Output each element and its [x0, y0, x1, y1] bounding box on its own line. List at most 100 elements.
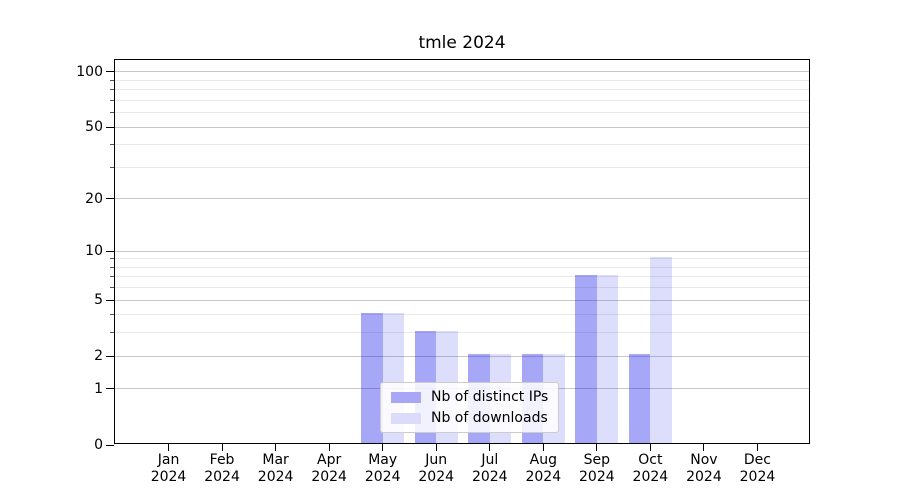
x-tick-label-nov: Nov 2024 [668, 452, 740, 486]
bar-nb-of-distinct-ips-sep [575, 274, 597, 443]
minor-gridline-80 [115, 89, 809, 91]
x-tick-label-sep: Sep 2024 [561, 452, 633, 486]
y-tick-label-20: 20 [85, 190, 103, 207]
y-tick-label-100: 100 [76, 63, 103, 80]
y-tick-20 [106, 198, 114, 200]
year-label: 2024 [632, 469, 669, 485]
x-tick-dec [756, 444, 758, 451]
legend-swatch-distinct-ips [391, 391, 421, 403]
y-tick-1 [106, 388, 114, 390]
y-minor-tick-90 [110, 79, 114, 81]
legend-swatch-downloads [391, 412, 421, 424]
x-tick-label-mar: Mar 2024 [240, 452, 312, 486]
year-label: 2024 [471, 469, 508, 485]
x-tick-feb [221, 444, 223, 451]
y-tick-label-1: 1 [94, 380, 103, 397]
year-label: 2024 [418, 469, 455, 485]
year-label: 2024 [364, 469, 401, 485]
minor-gridline-40 [115, 144, 809, 146]
x-tick-label-dec: Dec 2024 [721, 452, 793, 486]
y-tick-0 [106, 444, 114, 446]
x-tick-mar [275, 444, 277, 451]
year-label: 2024 [311, 469, 347, 485]
year-label: 2024 [525, 469, 562, 485]
bar-nb-of-distinct-ips-may [361, 312, 383, 443]
month-label: Jan [157, 452, 180, 468]
year-label: 2024 [686, 469, 722, 485]
y-tick-10 [106, 250, 114, 252]
month-label: Aug [529, 452, 557, 468]
legend-label-downloads: Nb of downloads [431, 410, 548, 426]
gridline-20 [115, 198, 809, 200]
minor-gridline-9 [115, 258, 809, 260]
month-label: May [368, 452, 398, 468]
y-minor-tick-6 [110, 287, 114, 289]
x-tick-label-apr: Apr 2024 [293, 452, 365, 486]
month-label: Jul [481, 452, 499, 468]
legend: Nb of distinct IPs Nb of downloads [380, 382, 560, 433]
y-tick-label-50: 50 [85, 119, 103, 136]
legend-label-distinct-ips: Nb of distinct IPs [431, 389, 549, 405]
year-label: 2024 [579, 469, 615, 485]
x-tick-label-jun: Jun 2024 [400, 452, 472, 486]
x-tick-aug [542, 444, 544, 451]
x-tick-label-feb: Feb 2024 [186, 452, 258, 486]
x-tick-label-jul: Jul 2024 [454, 452, 526, 486]
y-tick-label-10: 10 [85, 243, 103, 260]
plot-area: 0 1 2 5 10 20 50 100 Jan 2024 Feb 2024 Mar 2024 Apr 20… [76, 59, 810, 485]
y-tick-2 [106, 355, 114, 357]
y-minor-tick-70 [110, 99, 114, 101]
month-label: Sep [583, 452, 611, 468]
x-tick-may [382, 444, 384, 451]
y-minor-tick-9 [110, 258, 114, 260]
minor-gridline-90 [115, 79, 809, 81]
x-tick-label-jan: Jan 2024 [133, 452, 205, 486]
gridline-50 [115, 126, 809, 128]
month-label: Apr [317, 452, 342, 468]
year-label: 2024 [204, 469, 240, 485]
month-label: Jun [425, 452, 448, 468]
y-minor-tick-8 [110, 266, 114, 268]
minor-gridline-60 [115, 112, 809, 114]
x-tick-sep [596, 444, 598, 451]
year-label: 2024 [150, 469, 187, 485]
x-tick-nov [703, 444, 705, 451]
y-tick-100 [106, 71, 114, 73]
x-tick-apr [328, 444, 330, 451]
y-minor-tick-60 [110, 112, 114, 114]
y-minor-tick-3 [110, 332, 114, 334]
y-minor-tick-4 [110, 314, 114, 316]
chart-title: tmle 2024 [418, 33, 506, 53]
legend-item-distinct-ips: Nb of distinct IPs [391, 389, 548, 405]
minor-gridline-3 [115, 332, 809, 334]
bar-nb-of-distinct-ips-oct [628, 354, 651, 443]
minor-gridline-6 [115, 287, 809, 289]
y-minor-tick-7 [110, 276, 114, 278]
month-label: Mar [262, 452, 289, 468]
x-tick-label-aug: Aug 2024 [507, 452, 579, 486]
minor-gridline-7 [115, 276, 809, 278]
x-tick-jun [435, 444, 437, 451]
gridline-100 [115, 71, 809, 73]
x-tick-label-may: May 2024 [347, 452, 419, 486]
year-label: 2024 [739, 469, 776, 485]
bar-nb-of-downloads-sep [596, 274, 619, 443]
y-minor-tick-40 [110, 144, 114, 146]
y-tick-label-2: 2 [94, 348, 103, 365]
minor-gridline-8 [115, 266, 809, 268]
y-tick-label-5: 5 [94, 292, 103, 309]
minor-gridline-30 [115, 166, 809, 168]
month-label: Nov [690, 452, 718, 468]
month-label: Feb [209, 452, 235, 468]
legend-item-downloads: Nb of downloads [391, 410, 548, 426]
year-label: 2024 [257, 469, 294, 485]
month-label: Dec [743, 452, 771, 468]
gridline-2 [115, 355, 809, 357]
x-tick-jan [168, 444, 170, 451]
x-tick-jul [489, 444, 491, 451]
gridline-5 [115, 299, 809, 301]
gridline-10 [115, 250, 809, 252]
y-tick-50 [106, 126, 114, 128]
minor-gridline-70 [115, 99, 809, 101]
